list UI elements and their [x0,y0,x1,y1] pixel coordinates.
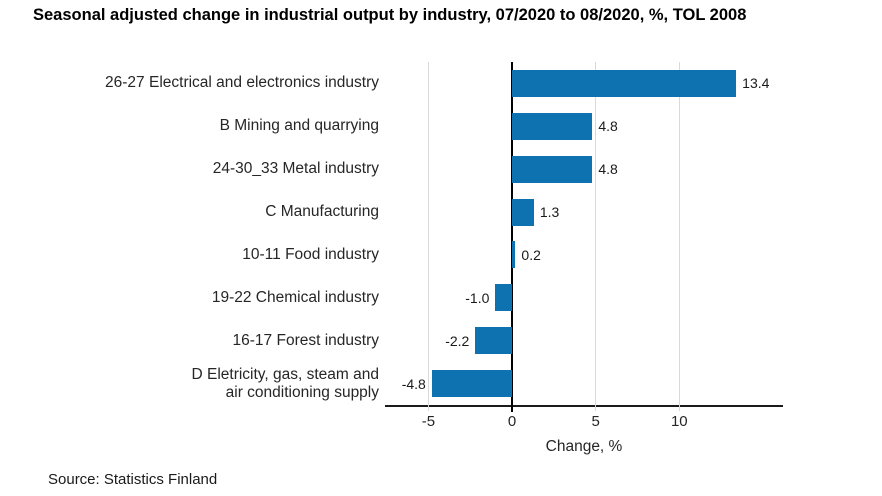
category-label: B Mining and quarrying [219,117,379,135]
category-label: C Manufacturing [265,203,379,221]
value-label: 1.3 [539,204,560,221]
gridline [678,62,680,411]
value-label: -4.8 [401,375,426,392]
x-tick-label: -5 [421,413,436,430]
gridline [427,62,429,411]
category-label: 16-17 Forest industry [232,331,379,349]
bar [475,327,513,355]
bar-chart: 26-27 Electrical and electronics industr… [0,62,882,456]
x-axis-ticks: -5 0 5 10 [385,407,783,434]
bar-row: 13.4 [385,62,783,105]
bar [512,198,534,226]
value-label: 4.8 [598,118,618,135]
x-axis-label: Change, % [545,438,623,455]
plot-wrap: 13.4 4.8 4.8 1.3 0.2 -1.0 -2.2 -4.8 -5 0 5 10 Chan… [385,62,783,456]
value-label: 4.8 [598,161,618,178]
bar-row: 0.2 [385,234,783,277]
category-labels: 26-27 Electrical and electronics industr… [0,62,385,456]
x-tick-label: 10 [670,413,688,430]
bar [512,112,593,140]
plot-area: 13.4 4.8 4.8 1.3 0.2 -1.0 -2.2 -4.8 [385,62,783,412]
gridline [595,62,597,411]
source-note: Source: Statistics Finland [48,471,218,488]
bar-row: -1.0 [385,276,783,319]
category-label: 19-22 Chemical industry [211,288,379,306]
bar [512,69,737,97]
zero-baseline [511,62,514,412]
x-tick-label: 5 [591,413,600,430]
category-label: D Eletricity, gas, steam and air conditi… [191,365,379,401]
value-label: -1.0 [465,289,490,306]
value-label: 0.2 [521,246,541,263]
bar [512,241,516,269]
bar [512,155,593,183]
category-label: 24-30_33 Metal industry [212,160,379,178]
bar-row: 4.8 [385,148,783,191]
bar-row: 4.8 [385,105,783,148]
x-tick-label: 0 [507,413,517,430]
bar-row: -2.2 [385,319,783,362]
bar-row: 1.3 [385,191,783,234]
category-label: 26-27 Electrical and electronics industr… [105,74,379,92]
value-label: -2.2 [445,332,470,349]
chart-title: Seasonal adjusted change in industrial o… [33,6,747,24]
bar-row: -4.8 [385,362,783,405]
bar [431,370,513,398]
category-label: 10-11 Food industry [242,245,379,263]
bar [495,284,513,312]
value-label: 13.4 [742,75,770,92]
